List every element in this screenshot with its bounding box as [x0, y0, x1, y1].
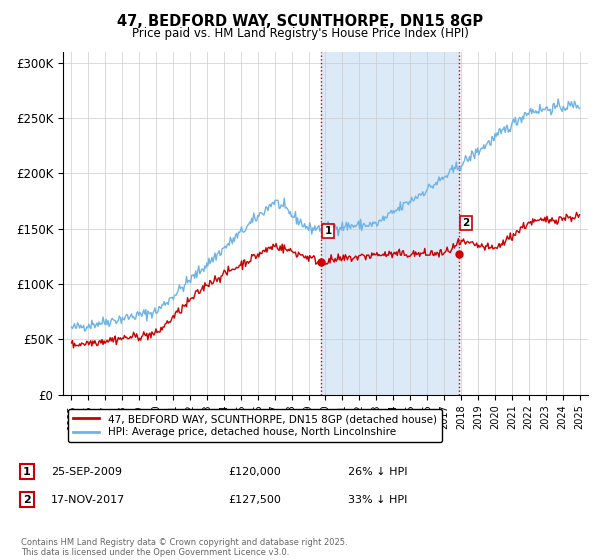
- Text: Contains HM Land Registry data © Crown copyright and database right 2025.
This d: Contains HM Land Registry data © Crown c…: [21, 538, 347, 557]
- Bar: [321, 52, 459, 395]
- Text: £127,500: £127,500: [228, 494, 281, 505]
- Legend: 47, BEDFORD WAY, SCUNTHORPE, DN15 8GP (detached house), HPI: Average price, deta: 47, BEDFORD WAY, SCUNTHORPE, DN15 8GP (d…: [68, 409, 442, 442]
- Text: 1: 1: [325, 226, 332, 236]
- Text: 33% ↓ HPI: 33% ↓ HPI: [348, 494, 407, 505]
- Text: 47, BEDFORD WAY, SCUNTHORPE, DN15 8GP: 47, BEDFORD WAY, SCUNTHORPE, DN15 8GP: [117, 14, 483, 29]
- Text: 1: 1: [23, 466, 31, 477]
- Text: £120,000: £120,000: [228, 466, 281, 477]
- Text: 25-SEP-2009: 25-SEP-2009: [51, 466, 122, 477]
- Text: 2: 2: [463, 218, 470, 228]
- Text: 17-NOV-2017: 17-NOV-2017: [51, 494, 125, 505]
- Text: 26% ↓ HPI: 26% ↓ HPI: [348, 466, 407, 477]
- Text: Price paid vs. HM Land Registry's House Price Index (HPI): Price paid vs. HM Land Registry's House …: [131, 27, 469, 40]
- Text: 2: 2: [23, 494, 31, 505]
